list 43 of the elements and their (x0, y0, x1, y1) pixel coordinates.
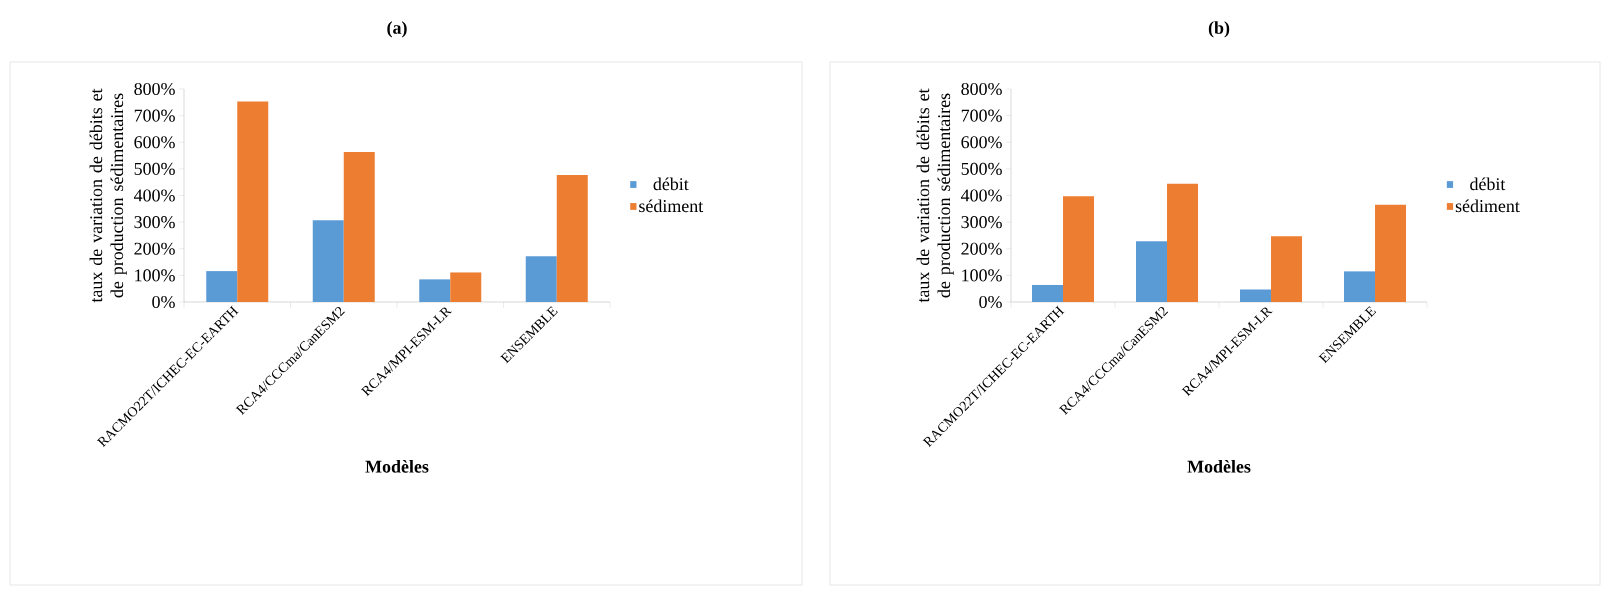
bar (1271, 236, 1303, 302)
legend-label: débit (1470, 177, 1506, 191)
y-tick-label: 300% (961, 216, 1002, 229)
y-tick-label: 500% (961, 162, 1002, 175)
bar (312, 220, 344, 302)
y-tick-label: 700% (961, 109, 1002, 122)
bar (1375, 204, 1407, 302)
y-axis-title: taux de variation de débits et de production sédimentaires (916, 88, 954, 303)
bar (1063, 196, 1095, 302)
y-tick-label: 200% (961, 242, 1002, 255)
y-tick-label: 700% (134, 109, 175, 122)
chart-title: (b) (1208, 21, 1230, 38)
bar (556, 175, 588, 302)
x-axis-title: Modèles (1187, 460, 1251, 473)
bar (525, 256, 557, 302)
bar (1167, 183, 1199, 302)
y-tick-label: 400% (133, 189, 175, 202)
legend-label: sédiment (639, 199, 704, 213)
bar (206, 271, 238, 302)
bar (419, 279, 451, 302)
chart-title: (a) (387, 21, 407, 38)
y-tick-label: 500% (134, 162, 175, 175)
bar (1136, 241, 1168, 302)
y-tick-label: 800% (134, 82, 175, 96)
bar (1240, 289, 1272, 302)
y-tick-label: 0% (152, 295, 175, 309)
bar (343, 152, 375, 302)
y-tick-label: 800% (961, 82, 1002, 96)
bar (1344, 271, 1376, 302)
x-axis-title: Modèles (365, 460, 429, 473)
y-tick-label: 100% (962, 269, 1002, 282)
y-axis-title: taux de variation de débits et de production sédimentaires (89, 88, 127, 303)
legend-label: sédiment (1455, 199, 1520, 213)
bar (450, 272, 482, 302)
y-tick-label: 100% (135, 269, 175, 282)
y-tick-label: 600% (961, 136, 1002, 149)
bar (237, 101, 269, 302)
legend-label: débit (653, 177, 689, 191)
y-tick-label: 200% (134, 242, 175, 255)
y-tick-label: 600% (134, 136, 175, 149)
y-tick-label: 400% (961, 189, 1002, 202)
bar (1032, 284, 1064, 302)
y-tick-label: 300% (134, 216, 175, 229)
